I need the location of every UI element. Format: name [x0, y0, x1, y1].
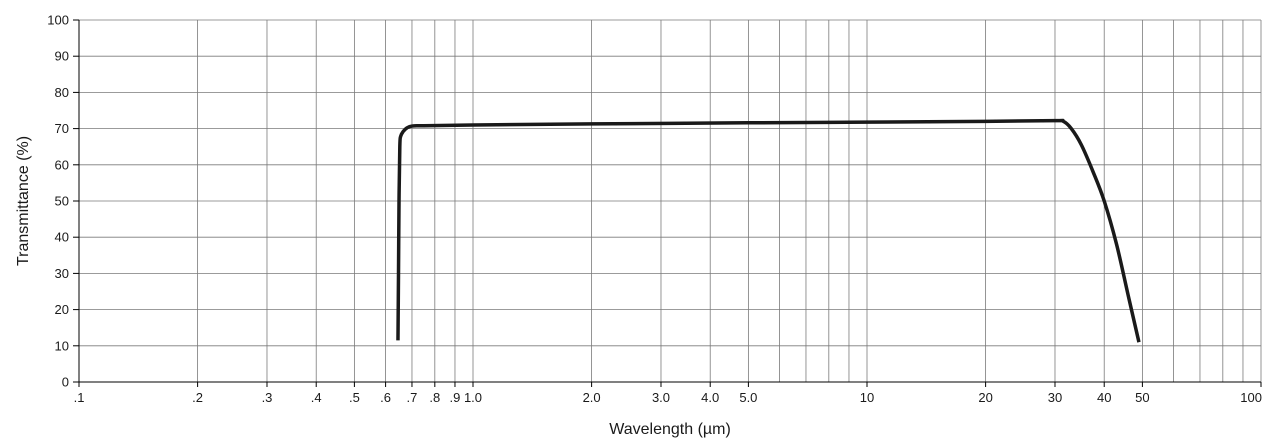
x-tick-label: .5 [349, 390, 360, 405]
transmittance-curve [396, 118, 1141, 343]
y-tick-label: 10 [55, 338, 69, 353]
x-tick-label: .3 [262, 390, 273, 405]
y-tick-label: 40 [55, 230, 69, 245]
x-tick-label: .2 [192, 390, 203, 405]
y-tick-label: 0 [62, 375, 69, 390]
x-tick-label: .7 [407, 390, 418, 405]
y-tick-label: 50 [55, 194, 69, 209]
x-tick-label: 40 [1097, 390, 1111, 405]
y-tick-label: 80 [55, 85, 69, 100]
y-tick-label: 70 [55, 121, 69, 136]
x-tick-label: .9 [450, 390, 461, 405]
x-tick-label: 50 [1135, 390, 1149, 405]
x-tick-label: 10 [860, 390, 874, 405]
x-tick-label: 20 [978, 390, 992, 405]
x-tick-label: 3.0 [652, 390, 670, 405]
y-tick-label: 20 [55, 302, 69, 317]
x-tick-label: 1.0 [464, 390, 482, 405]
x-tick-label: .8 [429, 390, 440, 405]
y-tick-label: 90 [55, 49, 69, 64]
x-tick-label: 4.0 [701, 390, 719, 405]
x-tick-label: 5.0 [739, 390, 757, 405]
y-tick-label: 30 [55, 266, 69, 281]
y-tick-label: 60 [55, 157, 69, 172]
tick-labels: 0 10 20 30 40 50 60 70 80 90 100 .1 .2 .3 .4 .5 .6 .7 .8 .9… [47, 13, 1262, 406]
y-axis-title: Transmittance (%) [15, 136, 32, 266]
x-tick-label: 2.0 [583, 390, 601, 405]
x-tick-label: 30 [1048, 390, 1062, 405]
y-tick-label: 100 [47, 13, 69, 28]
x-tick-label: .1 [74, 390, 85, 405]
x-tick-label: .4 [311, 390, 322, 405]
x-axis-title: Wavelength (µm) [609, 421, 731, 438]
x-tick-label: .6 [380, 390, 391, 405]
series [396, 118, 1141, 343]
x-tick-label: 100 [1240, 390, 1262, 405]
axes [73, 19, 1262, 387]
